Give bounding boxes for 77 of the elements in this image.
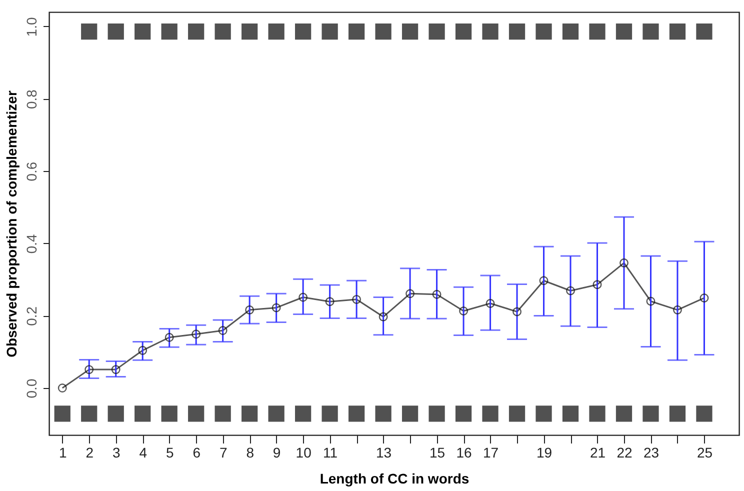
point bbox=[295, 23, 312, 40]
point bbox=[562, 23, 579, 40]
point bbox=[161, 406, 178, 422]
point bbox=[161, 23, 178, 40]
point bbox=[188, 23, 204, 40]
point bbox=[508, 23, 526, 40]
y-tick-label: 0.0 bbox=[24, 378, 40, 398]
point bbox=[589, 23, 606, 40]
point bbox=[616, 23, 632, 40]
point bbox=[669, 406, 686, 422]
point bbox=[562, 406, 579, 422]
x-tick-label: 25 bbox=[696, 444, 713, 460]
x-tick-label: 8 bbox=[246, 444, 254, 460]
point bbox=[375, 23, 392, 40]
y-tick-label: 0.8 bbox=[24, 89, 40, 110]
point bbox=[295, 406, 312, 422]
x-tick-label: 10 bbox=[296, 444, 312, 460]
x-tick-label: 21 bbox=[590, 444, 606, 460]
point bbox=[348, 23, 365, 40]
point bbox=[375, 406, 392, 422]
x-tick-label: 9 bbox=[272, 444, 281, 460]
x-tick-label: 22 bbox=[616, 444, 632, 460]
point bbox=[536, 23, 552, 40]
x-tick-label: 11 bbox=[323, 444, 338, 460]
point bbox=[642, 23, 659, 40]
point bbox=[322, 406, 338, 422]
point bbox=[455, 23, 472, 40]
y-tick-label: 0.2 bbox=[24, 306, 40, 326]
y-tick-label: 0.4 bbox=[24, 234, 40, 254]
point bbox=[482, 406, 498, 422]
point bbox=[642, 406, 659, 422]
point bbox=[508, 406, 526, 422]
x-tick-label: 17 bbox=[482, 444, 499, 460]
y-tick-label: 1.0 bbox=[24, 17, 40, 37]
x-tick-label: 5 bbox=[166, 444, 174, 460]
point bbox=[589, 406, 606, 422]
point bbox=[402, 23, 418, 40]
x-axis-title: Length of CC in words bbox=[320, 470, 470, 486]
x-tick-label: 23 bbox=[643, 444, 660, 460]
point bbox=[81, 406, 98, 422]
x-tick-label: 13 bbox=[376, 444, 392, 460]
point bbox=[188, 406, 204, 422]
x-tick-label: 19 bbox=[536, 444, 552, 460]
point bbox=[616, 406, 632, 422]
x-tick-label: 6 bbox=[192, 444, 201, 460]
x-tick-label: 15 bbox=[430, 444, 446, 460]
x-tick-label: 7 bbox=[219, 444, 228, 460]
point bbox=[402, 406, 418, 422]
x-tick-label: 1 bbox=[58, 444, 67, 460]
point bbox=[428, 406, 445, 422]
y-tick-label: 0.6 bbox=[24, 162, 40, 182]
point bbox=[134, 406, 151, 422]
point bbox=[81, 23, 98, 40]
point bbox=[214, 406, 231, 422]
point bbox=[348, 406, 365, 422]
point bbox=[696, 23, 712, 40]
point bbox=[108, 23, 124, 40]
point bbox=[108, 406, 124, 422]
x-tick-label: 16 bbox=[456, 444, 472, 460]
point bbox=[242, 406, 258, 422]
point bbox=[428, 23, 445, 40]
point bbox=[242, 23, 258, 40]
point bbox=[54, 406, 70, 422]
point bbox=[482, 23, 498, 40]
point bbox=[669, 23, 686, 40]
y-axis-title: Observed proportion of complementizer bbox=[4, 90, 20, 358]
point bbox=[134, 23, 151, 40]
point bbox=[696, 406, 712, 422]
point bbox=[268, 23, 284, 40]
point bbox=[268, 406, 284, 422]
point bbox=[214, 23, 231, 40]
point bbox=[455, 406, 472, 422]
point bbox=[536, 406, 552, 422]
x-tick-label: 4 bbox=[139, 444, 148, 460]
x-tick-label: 3 bbox=[112, 444, 120, 460]
x-tick-label: 2 bbox=[86, 444, 94, 460]
point bbox=[322, 23, 338, 40]
